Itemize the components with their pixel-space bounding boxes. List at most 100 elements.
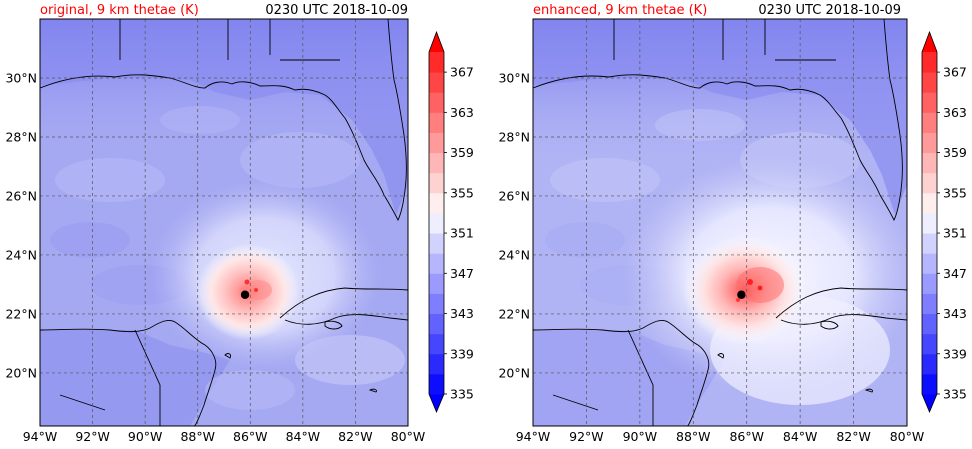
colorbar-segment <box>922 112 937 133</box>
longitude-tick-label: 80°W <box>391 429 426 444</box>
panel-original: original, 9 km thetae (K) 0230 UTC 2018-… <box>5 3 425 444</box>
latitude-labels: 20°N 22°N 24°N 26°N 28°N 30°N <box>5 70 37 380</box>
colorbar-segment <box>429 293 444 315</box>
longitude-tick-label: 86°W <box>729 429 764 444</box>
colorbar-tick-label: 339 <box>943 346 967 361</box>
latitude-labels: 20°N 22°N 24°N 26°N 28°N 30°N <box>498 70 530 380</box>
colorbar-segment <box>429 112 444 133</box>
colorbar-extend-max <box>922 32 937 52</box>
colorbar-segment <box>429 353 444 375</box>
colorbar-segment <box>429 192 444 214</box>
coastline-enhanced <box>533 19 907 426</box>
colorbar-segment <box>429 152 444 174</box>
colorbar-tick-label: 359 <box>943 145 967 160</box>
longitude-tick-label: 88°W <box>180 429 215 444</box>
thetae-field-enhanced <box>533 19 907 426</box>
colorbar-segment <box>429 233 444 254</box>
colorbar-segment <box>922 52 937 73</box>
longitude-tick-label: 90°W <box>623 429 658 444</box>
colorbar-segment <box>429 92 444 113</box>
colorbar-extend-min <box>922 394 937 412</box>
colorbar-tick-label: 351 <box>943 226 967 241</box>
gridlines-enhanced <box>533 19 907 426</box>
latitude-tick-label: 30°N <box>498 70 530 85</box>
latitude-tick-label: 26°N <box>498 188 530 203</box>
colorbar-segment <box>429 253 444 274</box>
colorbar-segment <box>922 212 937 234</box>
longitude-tick-label: 90°W <box>128 429 163 444</box>
latitude-tick-label: 20°N <box>5 365 37 380</box>
storm-center-marker <box>240 290 250 299</box>
longitude-labels: 94°W 92°W 90°W 88°W 86°W 84°W 82°W 80°W <box>23 429 426 444</box>
latitude-tick-label: 28°N <box>5 129 37 144</box>
colorbar-segment <box>429 373 444 395</box>
panel-title-right: 0230 UTC 2018-10-09 <box>265 3 408 18</box>
longitude-tick-label: 82°W <box>836 429 871 444</box>
colorbar-tick-label: 343 <box>450 306 474 321</box>
coastline-original <box>40 19 408 426</box>
latitude-tick-label: 22°N <box>498 306 530 321</box>
colorbar-segment <box>922 132 937 154</box>
longitude-tick-label: 94°W <box>516 429 551 444</box>
longitude-tick-label: 80°W <box>890 429 925 444</box>
colorbar-segment <box>429 333 444 355</box>
colorbar-segment <box>429 72 444 93</box>
latitude-tick-label: 24°N <box>498 247 530 262</box>
colorbar-segment <box>922 253 937 274</box>
latitude-tick-label: 28°N <box>498 129 530 144</box>
colorbar-tick-label: 351 <box>450 226 474 241</box>
panel-title-left: enhanced, 9 km thetae (K) <box>533 3 707 18</box>
colorbar-tick-label: 355 <box>943 185 967 200</box>
colorbar-tick-label: 367 <box>943 65 967 80</box>
latitude-tick-label: 20°N <box>498 365 530 380</box>
colorbar-tick-label: 335 <box>450 387 474 402</box>
colorbar-tick-label: 347 <box>943 266 967 281</box>
longitude-labels: 94°W 92°W 90°W 88°W 86°W 84°W 82°W 80°W <box>516 429 925 444</box>
colorbar-segment <box>429 172 444 194</box>
longitude-tick-label: 82°W <box>338 429 373 444</box>
latitude-tick-label: 30°N <box>5 70 37 85</box>
colorbar-segment <box>429 212 444 234</box>
colorbar-enhanced: 335 339 343 347 351 355 359 363 367 <box>921 30 967 414</box>
colorbar-segment <box>922 333 937 355</box>
storm-center-marker <box>737 290 746 299</box>
colorbar-segment <box>429 132 444 154</box>
colorbar-tick-label: 347 <box>450 266 474 281</box>
colorbar-segment <box>922 192 937 214</box>
colorbar-tick-label: 363 <box>450 105 474 120</box>
colorbar-segment <box>922 293 937 315</box>
latitude-tick-label: 26°N <box>5 188 37 203</box>
longitude-tick-label: 88°W <box>676 429 711 444</box>
colorbar-segment <box>922 273 937 294</box>
colorbar-tick-label: 335 <box>943 387 967 402</box>
colorbar-extend-max <box>429 32 444 52</box>
panel-enhanced: enhanced, 9 km thetae (K) 0230 UTC 2018-… <box>498 3 924 444</box>
colorbar-tick-label: 343 <box>943 306 967 321</box>
panel-title-right: 0230 UTC 2018-10-09 <box>758 3 901 18</box>
colorbar-tick-label: 363 <box>943 105 967 120</box>
colorbar-segment <box>429 52 444 73</box>
longitude-tick-label: 86°W <box>233 429 268 444</box>
colorbar-segment <box>922 373 937 395</box>
thetae-field-original <box>40 19 408 426</box>
latitude-tick-label: 24°N <box>5 247 37 262</box>
colorbar-original: 335 339 343 347 351 355 359 363 367 <box>428 30 474 414</box>
colorbar-tick-label: 367 <box>450 65 474 80</box>
colorbar-segment <box>922 92 937 113</box>
colorbar-segment <box>922 233 937 254</box>
longitude-tick-label: 94°W <box>23 429 58 444</box>
longitude-tick-label: 84°W <box>783 429 818 444</box>
colorbar-tick-label: 355 <box>450 185 474 200</box>
map-frame <box>39 18 409 427</box>
colorbar-segment <box>922 353 937 375</box>
colorbar-segment <box>429 273 444 294</box>
colorbar-segment <box>922 172 937 194</box>
colorbar-tick-label: 339 <box>450 346 474 361</box>
map-frame <box>532 18 908 427</box>
longitude-tick-label: 92°W <box>75 429 110 444</box>
colorbar-segment <box>922 72 937 93</box>
colorbar-segment <box>922 152 937 174</box>
colorbar-segment <box>429 313 444 335</box>
latitude-tick-label: 22°N <box>5 306 37 321</box>
